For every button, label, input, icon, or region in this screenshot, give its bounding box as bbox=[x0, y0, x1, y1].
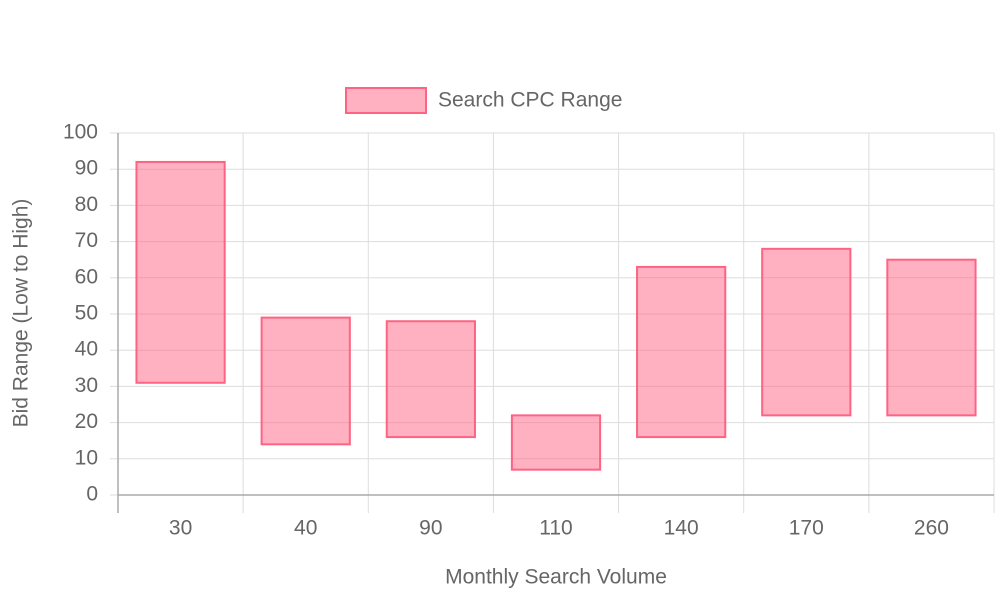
legend-label: Search CPC Range bbox=[438, 89, 622, 112]
bar bbox=[260, 316, 351, 446]
x-axis-label: Monthly Search Volume bbox=[445, 566, 667, 589]
x-tick-label: 110 bbox=[539, 517, 572, 540]
y-tick-label: 80 bbox=[75, 193, 98, 216]
bar bbox=[385, 320, 476, 439]
x-tick-label: 40 bbox=[294, 517, 317, 540]
y-tick-label: 60 bbox=[75, 265, 98, 288]
y-tick-label: 0 bbox=[86, 483, 98, 506]
y-tick-label: 70 bbox=[75, 229, 98, 252]
bar bbox=[886, 258, 977, 417]
y-tick-label: 10 bbox=[75, 446, 98, 469]
y-tick-label: 20 bbox=[75, 410, 98, 433]
x-tick-label: 90 bbox=[419, 517, 442, 540]
y-tick-label: 40 bbox=[75, 338, 98, 361]
bar bbox=[636, 265, 727, 439]
legend-swatch bbox=[345, 87, 427, 114]
y-tick-label: 50 bbox=[75, 302, 98, 325]
bar bbox=[510, 414, 602, 471]
x-tick-label: 260 bbox=[914, 517, 949, 540]
x-tick-label: 30 bbox=[169, 517, 192, 540]
y-tick-label: 30 bbox=[75, 374, 98, 397]
bar bbox=[761, 247, 852, 417]
x-tick-label: 140 bbox=[664, 517, 699, 540]
y-axis-label: Bid Range (Low to High) bbox=[10, 199, 33, 428]
x-tick-label: 170 bbox=[789, 517, 824, 540]
y-tick-label: 90 bbox=[75, 157, 98, 180]
bar bbox=[135, 160, 226, 384]
y-tick-label: 100 bbox=[63, 121, 98, 144]
